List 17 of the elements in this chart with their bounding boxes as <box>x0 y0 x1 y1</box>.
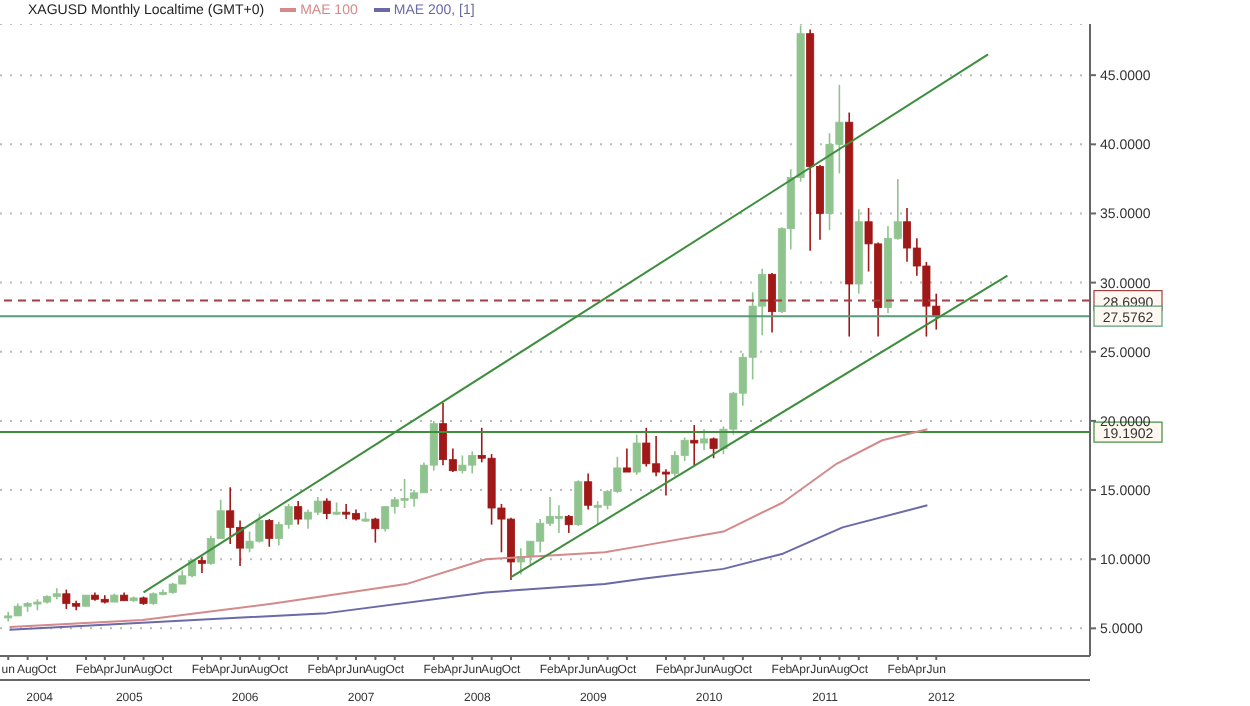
candlestick <box>197 555 206 574</box>
candlestick <box>815 164 824 241</box>
candlestick <box>690 424 699 466</box>
candlestick <box>294 500 303 526</box>
candlestick <box>584 472 593 511</box>
candlestick <box>768 272 777 334</box>
line-series <box>8 428 929 628</box>
candlestick <box>371 516 380 544</box>
candlestick <box>622 447 631 473</box>
candlestick <box>632 433 641 476</box>
candlestick <box>709 436 718 460</box>
candlestick <box>574 479 583 527</box>
candlestick <box>322 497 331 520</box>
line-series <box>8 504 929 631</box>
candlestick <box>265 518 274 548</box>
candlestick <box>700 428 709 451</box>
candlestick <box>554 504 563 534</box>
